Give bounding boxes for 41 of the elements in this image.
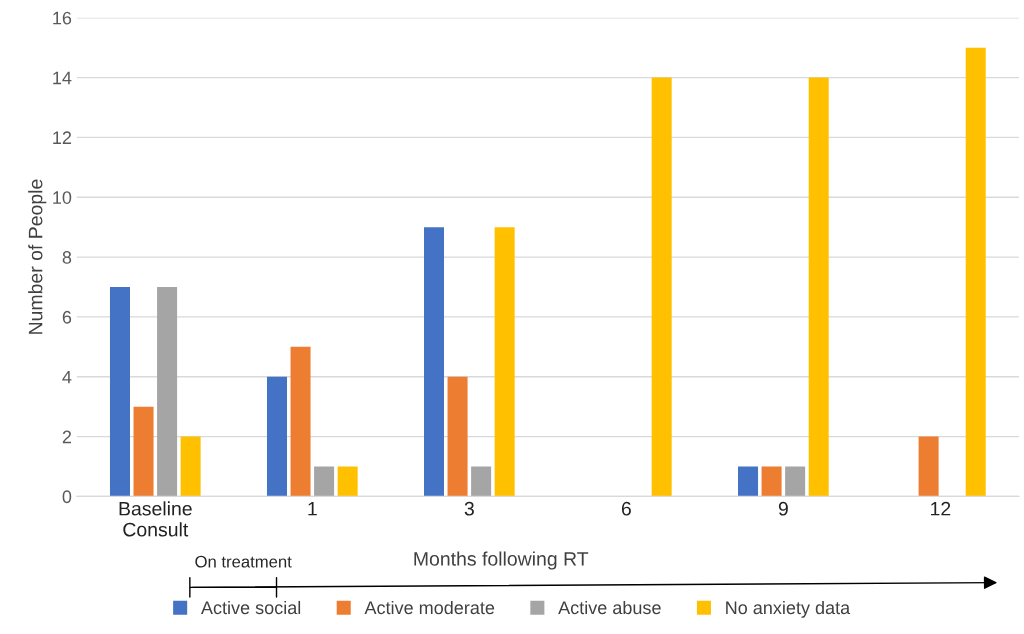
bar [738, 466, 759, 497]
bar [965, 47, 986, 497]
y-tick-label: 6 [62, 310, 72, 324]
y-tick-label: 2 [62, 430, 72, 444]
bar [314, 466, 335, 497]
text: On treatment [195, 555, 292, 568]
bar [761, 466, 782, 497]
x-tick-label: 1 [308, 502, 317, 516]
x-tick-label: 3 [464, 501, 474, 516]
y-tick-label: 12 [53, 131, 72, 144]
bar [290, 346, 311, 497]
x-tick-label: 12 [931, 501, 951, 516]
x-tick-label: Baseline Consult [119, 501, 192, 537]
bar [918, 436, 939, 497]
legend-label: Active social [200, 600, 301, 615]
bar [651, 77, 672, 497]
bar [109, 287, 130, 497]
bar [785, 466, 806, 497]
legend-label: Active abuse [558, 600, 661, 615]
bar [337, 466, 358, 497]
x-tick-label: 6 [621, 501, 631, 516]
y-tick-label: 10 [53, 191, 72, 204]
x-axis-title: Months following RT [414, 551, 589, 570]
bar [471, 466, 492, 497]
bar [266, 376, 287, 497]
bar [180, 436, 201, 497]
x-tick-label: 9 [778, 501, 788, 516]
legend-label: Active moderate [364, 600, 495, 615]
y-tick-label: 4 [62, 370, 72, 384]
y-tick-label: 8 [62, 251, 72, 264]
bar [808, 77, 829, 497]
y-tick-label: 14 [53, 71, 72, 85]
bar [447, 376, 468, 497]
bar [157, 287, 178, 497]
y-axis-title: Number of People [28, 179, 47, 334]
legend-label: No anxiety data [726, 600, 851, 618]
bar [424, 227, 445, 497]
bar [494, 227, 515, 497]
bar [133, 406, 154, 497]
y-tick-label: 0 [62, 490, 72, 504]
y-tick-label: 16 [53, 11, 72, 25]
